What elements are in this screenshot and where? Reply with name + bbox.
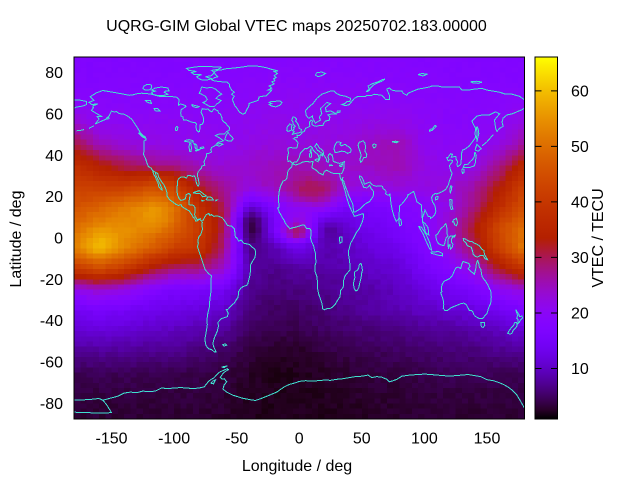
svg-text:40: 40 (571, 194, 589, 211)
svg-text:60: 60 (45, 106, 63, 123)
svg-text:30: 30 (571, 250, 589, 267)
svg-text:50: 50 (353, 431, 371, 448)
svg-text:80: 80 (45, 65, 63, 82)
svg-text:UQRG-GIM Global VTEC maps 2025: UQRG-GIM Global VTEC maps 20250702.183.0… (106, 18, 487, 35)
svg-text:Longitude / deg: Longitude / deg (242, 458, 352, 475)
svg-text:150: 150 (474, 431, 501, 448)
svg-text:-100: -100 (158, 431, 190, 448)
svg-text:-60: -60 (40, 355, 63, 372)
svg-text:50: 50 (571, 139, 589, 156)
svg-text:-40: -40 (40, 313, 63, 330)
svg-text:0: 0 (295, 431, 304, 448)
svg-text:10: 10 (571, 361, 589, 378)
svg-text:100: 100 (411, 431, 438, 448)
svg-text:-150: -150 (95, 431, 127, 448)
svg-text:Latitude / deg: Latitude / deg (8, 191, 25, 288)
svg-text:VTEC / TECU: VTEC / TECU (590, 188, 607, 287)
svg-text:0: 0 (54, 231, 63, 248)
svg-text:20: 20 (45, 189, 63, 206)
svg-text:-20: -20 (40, 272, 63, 289)
svg-text:60: 60 (571, 83, 589, 100)
svg-text:-50: -50 (225, 431, 248, 448)
svg-text:20: 20 (571, 306, 589, 323)
svg-text:-80: -80 (40, 396, 63, 413)
svg-text:40: 40 (45, 148, 63, 165)
